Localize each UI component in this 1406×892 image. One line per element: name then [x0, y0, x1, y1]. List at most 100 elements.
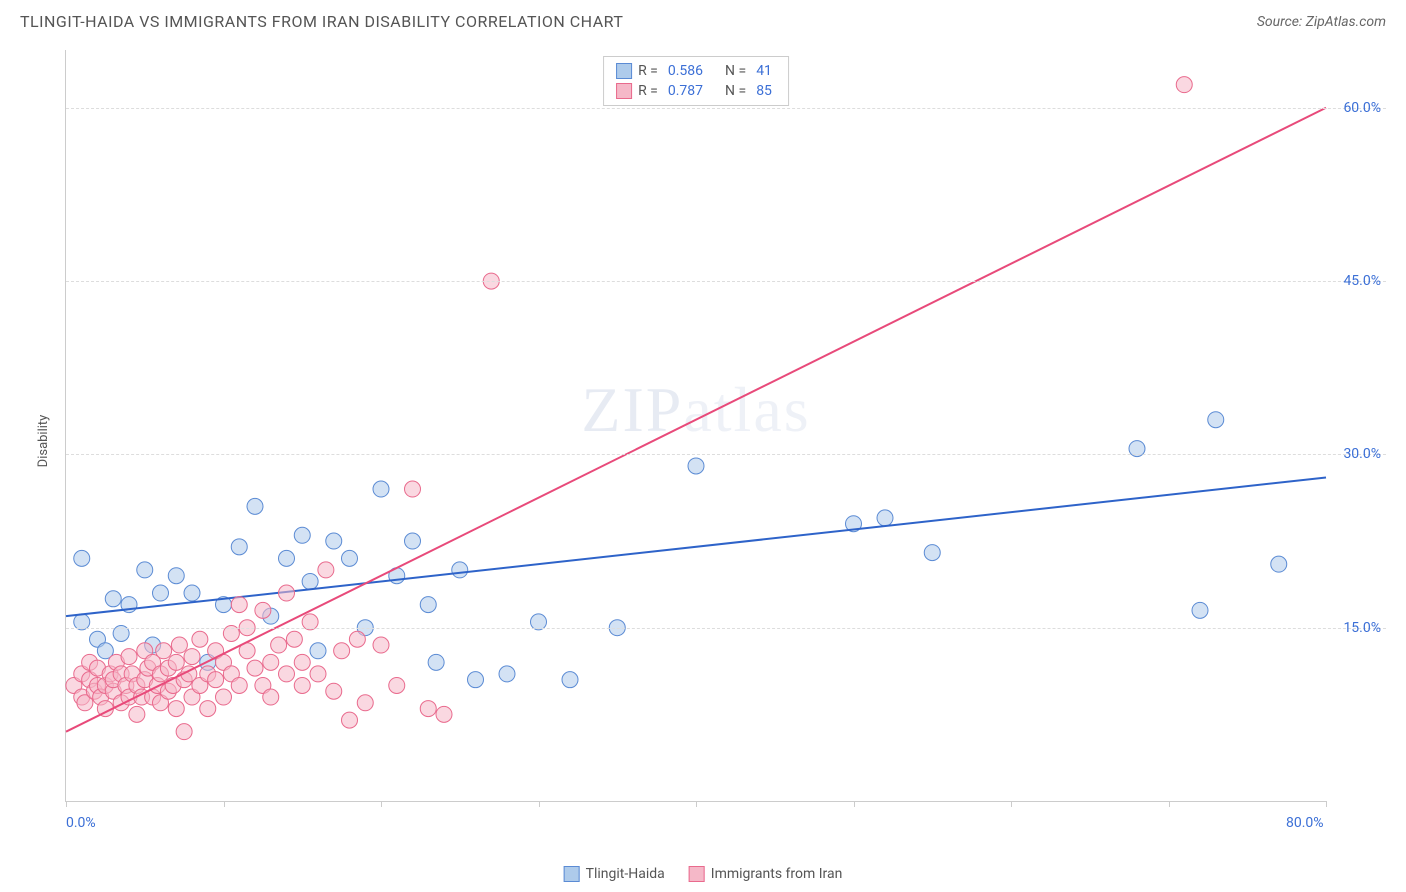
- data-point: [326, 683, 342, 699]
- x-tick: [224, 801, 225, 807]
- legend-n-label: N =: [725, 83, 746, 99]
- data-point: [255, 602, 271, 618]
- data-point: [357, 695, 373, 711]
- x-tick: [66, 801, 67, 807]
- legend-r-label: R =: [638, 83, 658, 99]
- x-tick: [696, 801, 697, 807]
- data-point: [468, 672, 484, 688]
- x-tick: [1169, 801, 1170, 807]
- data-point: [247, 498, 263, 514]
- legend-stats-box: R = 0.586 N = 41 R = 0.787 N = 85: [603, 56, 789, 106]
- data-point: [231, 677, 247, 693]
- trend-line: [66, 108, 1326, 732]
- gridline: [66, 628, 1386, 629]
- data-point: [342, 550, 358, 566]
- data-point: [452, 562, 468, 578]
- legend-series-label: Immigrants from Iran: [711, 866, 843, 882]
- legend-series-item: Immigrants from Iran: [689, 866, 843, 882]
- data-point: [171, 637, 187, 653]
- data-point: [1271, 556, 1287, 572]
- data-point: [168, 654, 184, 670]
- data-point: [216, 689, 232, 705]
- data-point: [279, 585, 295, 601]
- data-point: [168, 701, 184, 717]
- data-point: [271, 637, 287, 653]
- legend-n-label: N =: [725, 63, 746, 79]
- x-tick: [1326, 801, 1327, 807]
- source-prefix: Source:: [1257, 14, 1306, 30]
- data-point: [1176, 77, 1192, 93]
- data-point: [279, 666, 295, 682]
- data-point: [168, 568, 184, 584]
- data-point: [156, 643, 172, 659]
- data-point: [121, 649, 137, 665]
- data-point: [200, 701, 216, 717]
- legend-swatch: [689, 866, 705, 882]
- data-point: [279, 550, 295, 566]
- data-point: [74, 550, 90, 566]
- legend-r-value: 0.586: [668, 63, 703, 79]
- chart-header: TLINGIT-HAIDA VS IMMIGRANTS FROM IRAN DI…: [0, 0, 1406, 39]
- legend-r-label: R =: [638, 63, 658, 79]
- x-tick: [381, 801, 382, 807]
- y-tick-label: 60.0%: [1343, 100, 1381, 116]
- data-point: [1208, 412, 1224, 428]
- data-point: [499, 666, 515, 682]
- legend-swatch: [616, 83, 632, 99]
- data-point: [405, 481, 421, 497]
- data-point: [389, 677, 405, 693]
- data-point: [334, 643, 350, 659]
- legend-n-value: 41: [756, 63, 772, 79]
- data-point: [428, 654, 444, 670]
- data-point: [373, 481, 389, 497]
- legend-stats-row: R = 0.586 N = 41: [616, 61, 776, 81]
- x-tick-label: 80.0%: [1286, 815, 1324, 831]
- y-tick-label: 30.0%: [1343, 446, 1381, 462]
- x-tick: [539, 801, 540, 807]
- gridline: [66, 454, 1386, 455]
- data-point: [105, 591, 121, 607]
- data-point: [562, 672, 578, 688]
- scatter-plot-svg: [66, 50, 1326, 801]
- data-point: [129, 706, 145, 722]
- legend-n-value: 85: [756, 83, 772, 99]
- plot-area: ZIPatlas R =0.586N =41R =0.787N =85 15.0…: [65, 50, 1326, 802]
- data-point: [924, 545, 940, 561]
- gridline: [66, 108, 1386, 109]
- legend-series-label: Tlingit-Haida: [586, 866, 665, 882]
- data-point: [318, 562, 334, 578]
- data-point: [263, 654, 279, 670]
- data-point: [420, 597, 436, 613]
- data-point: [286, 631, 302, 647]
- data-point: [184, 585, 200, 601]
- data-point: [231, 539, 247, 555]
- legend-swatch: [564, 866, 580, 882]
- legend-series-item: Tlingit-Haida: [564, 866, 665, 882]
- y-axis-label: Disability: [36, 415, 51, 468]
- data-point: [373, 637, 389, 653]
- data-point: [153, 585, 169, 601]
- data-point: [247, 660, 263, 676]
- source-attribution: Source: ZipAtlas.com: [1257, 14, 1386, 30]
- gridline: [66, 281, 1386, 282]
- data-point: [436, 706, 452, 722]
- data-point: [263, 689, 279, 705]
- data-point: [176, 724, 192, 740]
- data-point: [349, 631, 365, 647]
- data-point: [342, 712, 358, 728]
- data-point: [294, 527, 310, 543]
- source-name: ZipAtlas.com: [1306, 14, 1386, 30]
- data-point: [420, 701, 436, 717]
- chart-container: Disability ZIPatlas R =0.586N =41R =0.78…: [45, 50, 1386, 832]
- data-point: [294, 654, 310, 670]
- data-point: [1192, 602, 1208, 618]
- data-point: [310, 643, 326, 659]
- y-tick-label: 15.0%: [1343, 620, 1381, 636]
- legend-r-value: 0.787: [668, 83, 703, 99]
- data-point: [877, 510, 893, 526]
- chart-title: TLINGIT-HAIDA VS IMMIGRANTS FROM IRAN DI…: [20, 12, 623, 31]
- legend-swatch: [616, 63, 632, 79]
- data-point: [294, 677, 310, 693]
- data-point: [137, 562, 153, 578]
- y-tick-label: 45.0%: [1343, 273, 1381, 289]
